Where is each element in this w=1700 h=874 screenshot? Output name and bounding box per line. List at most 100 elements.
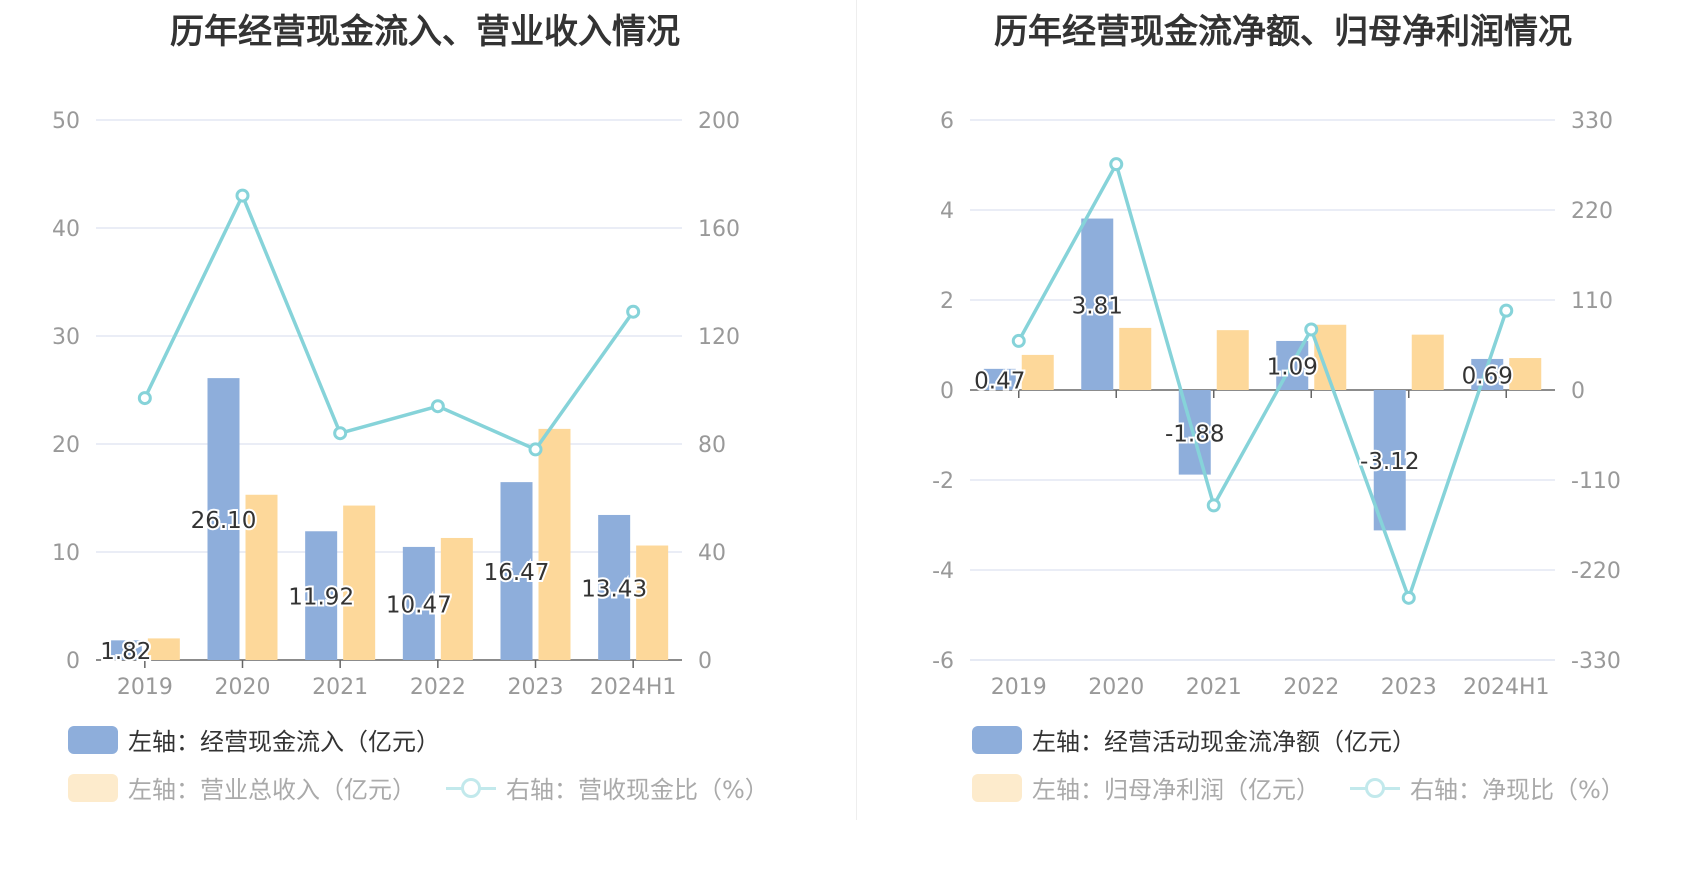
legend-swatch-orange xyxy=(972,773,1022,802)
bar-orange xyxy=(1411,334,1444,390)
legend-item-net-profit[interactable]: 左轴：归母净利润（亿元） xyxy=(972,770,1320,805)
legend-swatch-line xyxy=(446,774,496,802)
category-label: 2019 xyxy=(991,675,1047,700)
legend-label: 左轴：营业总收入（亿元） xyxy=(128,776,416,804)
left-axis-tick-label: 40 xyxy=(52,217,80,242)
left-axis-tick-label: -2 xyxy=(932,469,954,494)
bar-data-label: 0.69 xyxy=(1462,363,1513,389)
category-label: 2024H1 xyxy=(590,675,677,700)
line-point xyxy=(1011,333,1026,348)
bar-data-label: -3.12 xyxy=(1360,449,1420,475)
category-label: 2023 xyxy=(1381,675,1437,700)
bar-blue xyxy=(983,368,1016,390)
line-point xyxy=(528,442,543,457)
legend-label: 左轴：归母净利润（亿元） xyxy=(1032,776,1320,804)
category-label: 2020 xyxy=(1088,675,1144,700)
left-axis-tick-label: 30 xyxy=(52,325,80,350)
right-axis-tick-label: -110 xyxy=(1571,469,1621,494)
bar-data-label: 0.47 xyxy=(974,368,1025,394)
left-axis-tick-label: 6 xyxy=(940,109,954,134)
left-chart-panel: 历年经营现金流入、营业收入情况 0 0 10 40 20 80 30 120 40 160 50 20… xyxy=(52,12,799,805)
line-point xyxy=(1401,590,1416,605)
left-axis-tick-label: 2 xyxy=(940,289,954,314)
right-legend-row-1: 左轴：经营活动现金流净额（亿元） xyxy=(972,722,1446,757)
bar-blue xyxy=(1373,390,1406,531)
left-axis-tick-label: 4 xyxy=(940,199,954,224)
left-axis-tick-label: -6 xyxy=(932,649,954,674)
right-axis-tick-label: 110 xyxy=(1571,289,1613,314)
bar-data-label: 13.43 xyxy=(581,576,647,602)
line-point xyxy=(1109,157,1124,172)
category-label: 2024H1 xyxy=(1463,675,1550,700)
left-axis-tick-label: 0 xyxy=(940,379,954,404)
right-chart-svg: -6 -330 -4 -220 -2 -110 0 0 2 110 4 220 6 330 2019 2020… xyxy=(932,109,1621,700)
bar-blue xyxy=(1081,218,1114,390)
legend-label: 左轴：经营活动现金流净额（亿元） xyxy=(1032,728,1416,756)
category-label: 2022 xyxy=(1283,675,1339,700)
bar-data-label: 1.09 xyxy=(1267,354,1318,380)
right-axis-tick-label: 80 xyxy=(698,433,726,458)
bar-data-label: 16.47 xyxy=(484,560,550,586)
bar-orange xyxy=(538,428,571,660)
left-legend-row-2: 左轴：营业总收入（亿元） 右轴：营收现金比（%） xyxy=(68,770,799,805)
category-label: 2021 xyxy=(312,675,368,700)
right-chart-title: 历年经营现金流净额、归母净利润情况 xyxy=(994,12,1572,52)
bar-orange xyxy=(440,537,473,660)
legend-item-cash-ratio[interactable]: 右轴：营收现金比（%） xyxy=(446,770,769,805)
line-point xyxy=(1499,303,1514,318)
bar-orange xyxy=(343,505,376,660)
line-point xyxy=(137,391,152,406)
bar-data-label: 3.81 xyxy=(1072,293,1123,319)
bar-blue xyxy=(402,546,435,660)
legend-item-net-cash-ratio[interactable]: 右轴：净现比（%） xyxy=(1350,770,1625,805)
left-chart-title: 历年经营现金流入、营业收入情况 xyxy=(170,12,680,52)
bar-data-label: 1.82 xyxy=(100,639,151,665)
right-axis-tick-label: 200 xyxy=(698,109,740,134)
right-legend-row-2: 左轴：归母净利润（亿元） 右轴：净现比（%） xyxy=(972,770,1655,805)
left-legend-row-1: 左轴：经营现金流入（亿元） xyxy=(68,722,470,757)
legend-swatch-line xyxy=(1350,774,1400,802)
right-axis-tick-label: 0 xyxy=(698,649,712,674)
panel-divider xyxy=(856,0,857,820)
line-series-path xyxy=(1017,162,1508,600)
category-label: 2020 xyxy=(215,675,271,700)
category-label: 2021 xyxy=(1186,675,1242,700)
bar-orange xyxy=(245,494,278,660)
right-axis-tick-label: -330 xyxy=(1571,649,1621,674)
bar-orange xyxy=(1216,330,1249,390)
legend-item-revenue[interactable]: 左轴：营业总收入（亿元） xyxy=(68,770,416,805)
category-label: 2022 xyxy=(410,675,466,700)
legend-label: 左轴：经营现金流入（亿元） xyxy=(128,728,440,756)
line-point xyxy=(1206,498,1221,513)
right-axis-tick-label: 160 xyxy=(698,217,740,242)
category-label: 2019 xyxy=(117,675,173,700)
bar-blue xyxy=(500,482,533,660)
right-chart-panel: 历年经营现金流净额、归母净利润情况 -6 -330 -4 -220 -2 -110 0 0 2 1… xyxy=(850,0,1700,874)
bar-blue xyxy=(207,378,240,660)
bar-blue xyxy=(598,514,631,660)
bar-orange xyxy=(147,638,180,660)
legend-item-net-cash-flow[interactable]: 左轴：经营活动现金流净额（亿元） xyxy=(972,722,1416,757)
left-axis-tick-label: 20 xyxy=(52,433,80,458)
category-label: 2023 xyxy=(508,675,564,700)
bar-data-label: 26.10 xyxy=(191,508,257,534)
left-axis-tick-label: -4 xyxy=(932,559,954,584)
line-point xyxy=(333,426,348,441)
line-point xyxy=(235,188,250,203)
bar-orange xyxy=(1021,354,1054,390)
right-axis-tick-label: 40 xyxy=(698,541,726,566)
legend-label: 右轴：营收现金比（%） xyxy=(506,776,769,804)
legend-swatch-blue xyxy=(972,725,1022,754)
legend-swatch-orange xyxy=(68,773,118,802)
legend-item-cash-inflow[interactable]: 左轴：经营现金流入（亿元） xyxy=(68,722,440,757)
bar-data-label: -1.88 xyxy=(1165,421,1225,447)
bar-orange xyxy=(1509,358,1542,390)
legend-label: 右轴：净现比（%） xyxy=(1410,776,1625,804)
legend-swatch-blue xyxy=(68,725,118,754)
line-point xyxy=(626,304,641,319)
bar-blue xyxy=(109,640,142,660)
right-axis-tick-label: -220 xyxy=(1571,559,1621,584)
left-axis-tick-label: 10 xyxy=(52,541,80,566)
bar-data-label: 11.92 xyxy=(288,585,354,611)
left-chart-svg: 0 0 10 40 20 80 30 120 40 160 50 200 2019 2020 2021 202… xyxy=(52,109,740,700)
